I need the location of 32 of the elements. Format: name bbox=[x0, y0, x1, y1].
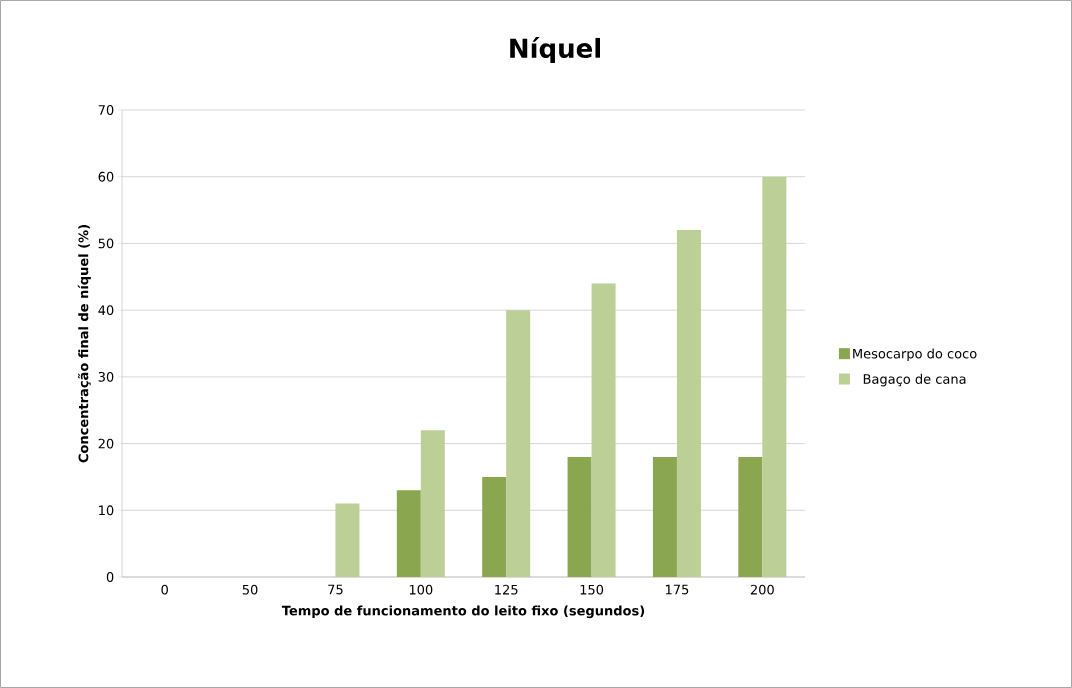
x-axis-title: Tempo de funcionamento do leito fixo (segundos) bbox=[281, 605, 645, 619]
y-tick-label: 30 bbox=[98, 371, 114, 382]
x-tick-label: 125 bbox=[495, 584, 518, 595]
x-tick-label: 100 bbox=[409, 584, 433, 595]
x-tick-label: 50 bbox=[242, 584, 258, 595]
y-tick-label: 70 bbox=[98, 105, 114, 115]
y-tick-label: 0 bbox=[106, 572, 114, 582]
y-tick-label: 20 bbox=[98, 438, 114, 449]
bar bbox=[738, 456, 763, 577]
bar bbox=[506, 310, 531, 577]
y-tick-label: 40 bbox=[98, 305, 114, 316]
bar bbox=[335, 503, 360, 577]
bar bbox=[567, 456, 592, 577]
x-tick-label: 200 bbox=[750, 584, 774, 595]
x-tick-label: 150 bbox=[580, 584, 604, 595]
y-tick-label: 10 bbox=[99, 505, 114, 516]
bar bbox=[591, 283, 616, 577]
legend-label: Bagaço de cana bbox=[863, 373, 966, 387]
bar bbox=[396, 490, 421, 577]
y-tick-label: 60 bbox=[98, 171, 114, 182]
legend-label: Mesocarpo do coco bbox=[853, 348, 977, 362]
bar bbox=[420, 430, 445, 577]
x-tick-label: 175 bbox=[665, 584, 689, 595]
x-tick-label: 0 bbox=[161, 584, 168, 595]
x-tick-label: 75 bbox=[328, 584, 343, 595]
bar bbox=[652, 456, 677, 577]
bar bbox=[676, 230, 701, 577]
chart-title: Níquel bbox=[510, 36, 601, 64]
y-axis-title: Concentração final de níquel (%) bbox=[77, 225, 91, 463]
y-tick-label: 50 bbox=[98, 238, 114, 249]
bar bbox=[482, 476, 507, 577]
bar bbox=[762, 176, 787, 577]
